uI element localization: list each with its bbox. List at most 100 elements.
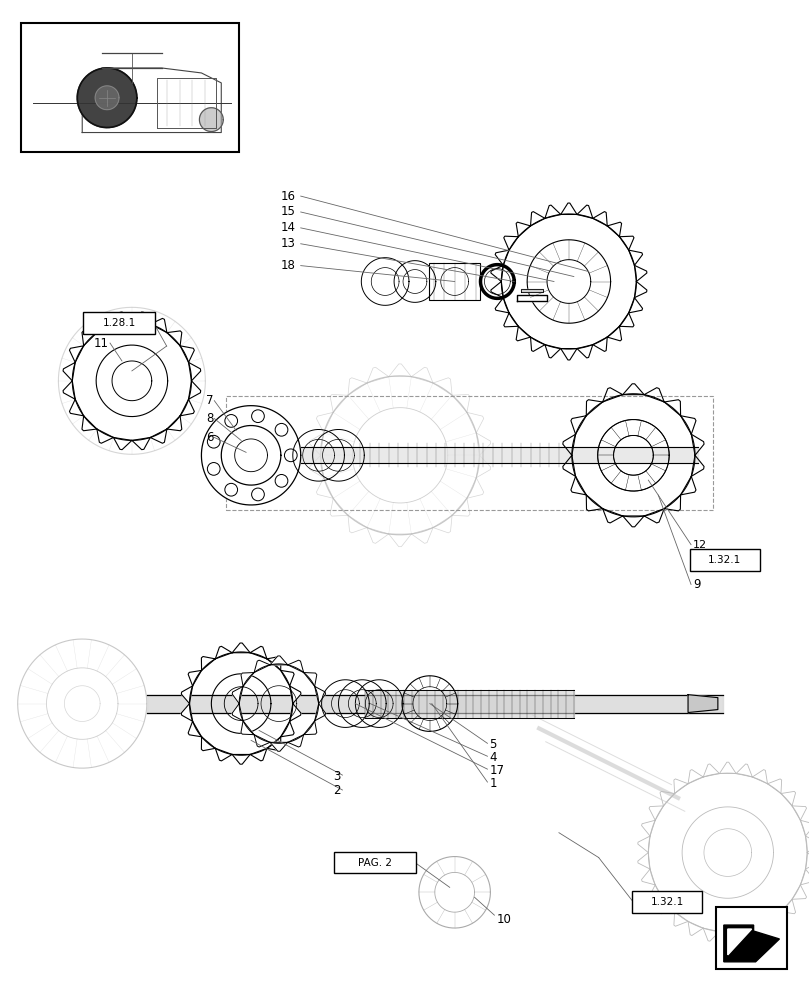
- Polygon shape: [702, 764, 719, 777]
- Polygon shape: [215, 646, 232, 659]
- Polygon shape: [659, 899, 674, 914]
- Polygon shape: [250, 646, 267, 659]
- Polygon shape: [736, 928, 752, 941]
- Polygon shape: [648, 885, 663, 899]
- Text: 14: 14: [281, 221, 295, 234]
- Polygon shape: [250, 748, 267, 761]
- Polygon shape: [232, 704, 242, 721]
- Polygon shape: [516, 222, 530, 237]
- Polygon shape: [791, 885, 805, 899]
- Text: 1: 1: [489, 777, 496, 790]
- Polygon shape: [215, 748, 232, 761]
- Text: 1.28.1: 1.28.1: [102, 318, 135, 328]
- Polygon shape: [752, 770, 766, 784]
- Polygon shape: [495, 298, 508, 313]
- Polygon shape: [290, 686, 301, 704]
- Polygon shape: [592, 337, 607, 351]
- Polygon shape: [97, 429, 114, 443]
- Polygon shape: [267, 737, 281, 751]
- Text: 16: 16: [281, 190, 295, 203]
- Polygon shape: [570, 416, 586, 434]
- Polygon shape: [290, 704, 301, 721]
- Polygon shape: [586, 495, 602, 511]
- Polygon shape: [188, 721, 201, 737]
- Polygon shape: [82, 416, 97, 431]
- Polygon shape: [562, 455, 575, 476]
- FancyBboxPatch shape: [83, 312, 155, 334]
- Bar: [226, 396, 712, 510]
- Polygon shape: [643, 509, 663, 523]
- Text: 11: 11: [94, 337, 109, 350]
- Polygon shape: [622, 516, 643, 527]
- Polygon shape: [687, 695, 717, 713]
- Polygon shape: [221, 426, 281, 485]
- Polygon shape: [491, 282, 503, 298]
- Polygon shape: [766, 912, 781, 926]
- Polygon shape: [673, 912, 687, 926]
- Polygon shape: [687, 921, 702, 936]
- Polygon shape: [562, 434, 575, 455]
- Polygon shape: [287, 660, 303, 673]
- Polygon shape: [82, 331, 97, 346]
- Polygon shape: [673, 779, 687, 794]
- Polygon shape: [719, 932, 736, 943]
- Polygon shape: [702, 928, 719, 941]
- Polygon shape: [232, 686, 242, 704]
- Polygon shape: [530, 337, 544, 351]
- Text: PAG. 2: PAG. 2: [358, 858, 392, 868]
- Polygon shape: [602, 509, 622, 523]
- Polygon shape: [641, 820, 654, 836]
- Polygon shape: [232, 643, 250, 653]
- Polygon shape: [637, 836, 650, 853]
- Polygon shape: [805, 836, 811, 853]
- Polygon shape: [736, 764, 752, 777]
- Polygon shape: [491, 265, 503, 282]
- Polygon shape: [188, 362, 200, 381]
- Polygon shape: [628, 250, 642, 265]
- Polygon shape: [131, 437, 150, 450]
- Polygon shape: [622, 384, 643, 395]
- Polygon shape: [592, 212, 607, 226]
- Polygon shape: [254, 660, 270, 673]
- Polygon shape: [70, 346, 84, 362]
- Polygon shape: [586, 400, 602, 416]
- Polygon shape: [503, 313, 517, 327]
- Polygon shape: [659, 791, 674, 806]
- Polygon shape: [516, 326, 530, 341]
- Polygon shape: [752, 921, 766, 936]
- Polygon shape: [97, 318, 114, 333]
- Polygon shape: [680, 416, 695, 434]
- Polygon shape: [780, 899, 795, 914]
- Polygon shape: [270, 656, 287, 665]
- Text: 7: 7: [205, 394, 213, 407]
- Polygon shape: [643, 388, 663, 402]
- Text: 8: 8: [206, 412, 213, 425]
- Polygon shape: [530, 212, 544, 226]
- Text: 12: 12: [692, 540, 706, 550]
- Polygon shape: [633, 282, 646, 298]
- Text: 6: 6: [205, 431, 213, 444]
- Polygon shape: [680, 476, 695, 495]
- Bar: [715, 907, 787, 969]
- Polygon shape: [180, 399, 194, 416]
- Polygon shape: [63, 381, 75, 399]
- Text: 1.32.1: 1.32.1: [707, 555, 740, 565]
- Polygon shape: [690, 455, 703, 476]
- Polygon shape: [267, 657, 281, 670]
- Polygon shape: [77, 68, 137, 128]
- Polygon shape: [254, 735, 270, 747]
- Polygon shape: [303, 721, 316, 735]
- Polygon shape: [727, 929, 751, 955]
- Polygon shape: [607, 222, 621, 237]
- Polygon shape: [63, 362, 75, 381]
- Text: 13: 13: [281, 237, 295, 250]
- Polygon shape: [201, 406, 300, 505]
- Polygon shape: [200, 108, 223, 132]
- Polygon shape: [201, 657, 215, 670]
- Polygon shape: [181, 686, 192, 704]
- Polygon shape: [791, 806, 805, 820]
- Polygon shape: [281, 670, 294, 686]
- Polygon shape: [602, 388, 622, 402]
- Text: 18: 18: [281, 259, 295, 272]
- Polygon shape: [544, 345, 560, 358]
